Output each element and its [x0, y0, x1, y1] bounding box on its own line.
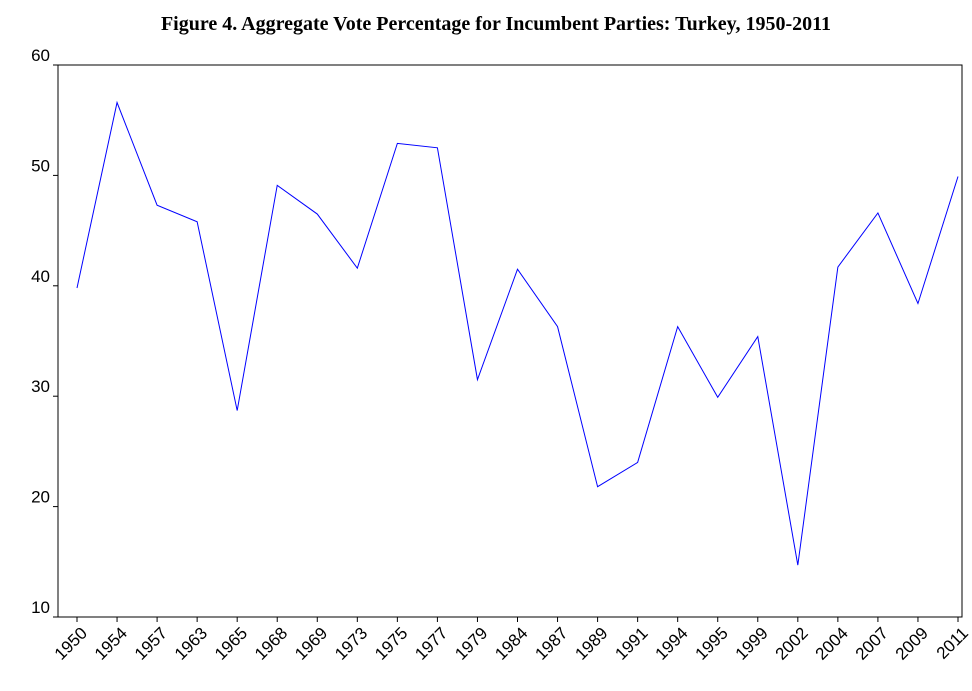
x-tick-label: 1995	[692, 624, 732, 664]
y-tick-label: 60	[31, 46, 50, 65]
x-tick-label: 1991	[611, 624, 651, 664]
line	[76, 100, 959, 566]
y-tick-label: 30	[31, 377, 50, 396]
x-tick-label: 1975	[371, 624, 411, 664]
x-tick-label: 1968	[251, 624, 291, 664]
x-tick-label: 1969	[291, 624, 331, 664]
x-tick-label: 1984	[491, 624, 531, 664]
x-tick-label: 1977	[411, 624, 451, 664]
y-tick-label: 50	[31, 156, 50, 175]
x-tick-label: 2004	[812, 624, 852, 664]
x-tick-label: 1963	[171, 624, 211, 664]
x-tick-label: 1994	[651, 624, 691, 664]
x-tick-label: 1950	[51, 624, 91, 664]
x-tick-label: 1989	[571, 624, 611, 664]
x-tick-label: 1987	[531, 624, 571, 664]
x-tick-label: 1954	[91, 624, 131, 664]
y-tick-label: 20	[31, 488, 50, 507]
x-tick-label: 1965	[211, 624, 251, 664]
x-tick-label: 2011	[933, 624, 972, 663]
chart-title: Figure 4. Aggregate Vote Percentage for …	[161, 13, 831, 35]
x-tick-label: 1973	[331, 624, 371, 664]
x-tick-label: 1979	[451, 624, 491, 664]
x-tick-label: 1957	[131, 624, 171, 664]
y-tick-label: 40	[31, 267, 50, 286]
plot-frame	[57, 64, 963, 618]
x-tick-label: 2007	[852, 624, 892, 664]
y-tick-label: 10	[31, 598, 50, 617]
x-tick-label: 2009	[892, 624, 932, 664]
x-tick-label: 1999	[732, 624, 772, 664]
x-tick-label: 2002	[772, 624, 812, 664]
